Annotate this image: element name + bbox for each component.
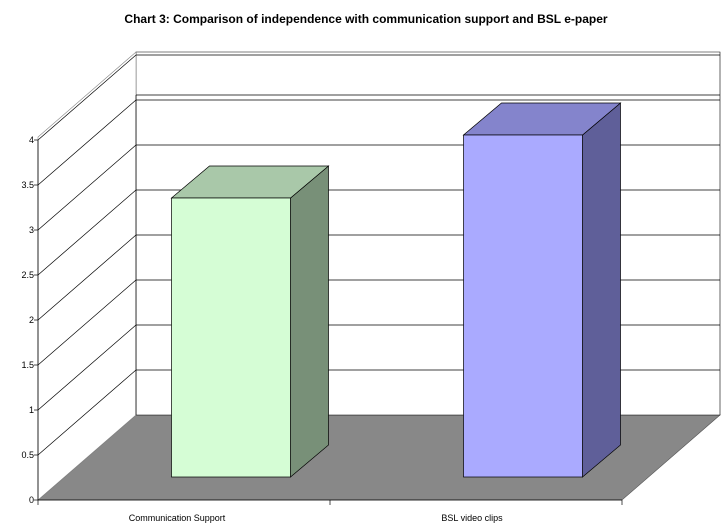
y-tick-label: 2.5 bbox=[21, 270, 34, 280]
y-tick-label: 4 bbox=[29, 135, 34, 145]
gridline-side bbox=[37, 369, 137, 456]
bar-side-bsl-video-clips bbox=[582, 102, 621, 478]
bar-communication-support bbox=[171, 197, 291, 478]
gridline-side bbox=[37, 324, 137, 411]
y-tick-label: 1 bbox=[29, 405, 34, 415]
bar-side-communication-support bbox=[290, 165, 329, 478]
x-tick-label-bsl-video-clips: BSL video clips bbox=[441, 513, 503, 523]
y-tick-label: 3.5 bbox=[21, 180, 34, 190]
chart-title: Chart 3: Comparison of independence with… bbox=[124, 12, 607, 26]
y-tick-label: 0.5 bbox=[21, 450, 34, 460]
gridline-side bbox=[37, 144, 137, 231]
y-tick-label: 1.5 bbox=[21, 360, 34, 370]
gridline-side bbox=[37, 54, 137, 141]
y-tick-label: 0 bbox=[29, 495, 34, 505]
bar-bsl-video-clips bbox=[463, 134, 583, 478]
x-tick-label-communication-support: Communication Support bbox=[129, 513, 226, 523]
y-tick-label: 2 bbox=[29, 315, 34, 325]
gridline-side bbox=[37, 234, 137, 321]
y-tick-label: 3 bbox=[29, 225, 34, 235]
gridline-side bbox=[37, 99, 137, 186]
gridline-side bbox=[37, 189, 137, 276]
gridline-side bbox=[37, 279, 137, 366]
